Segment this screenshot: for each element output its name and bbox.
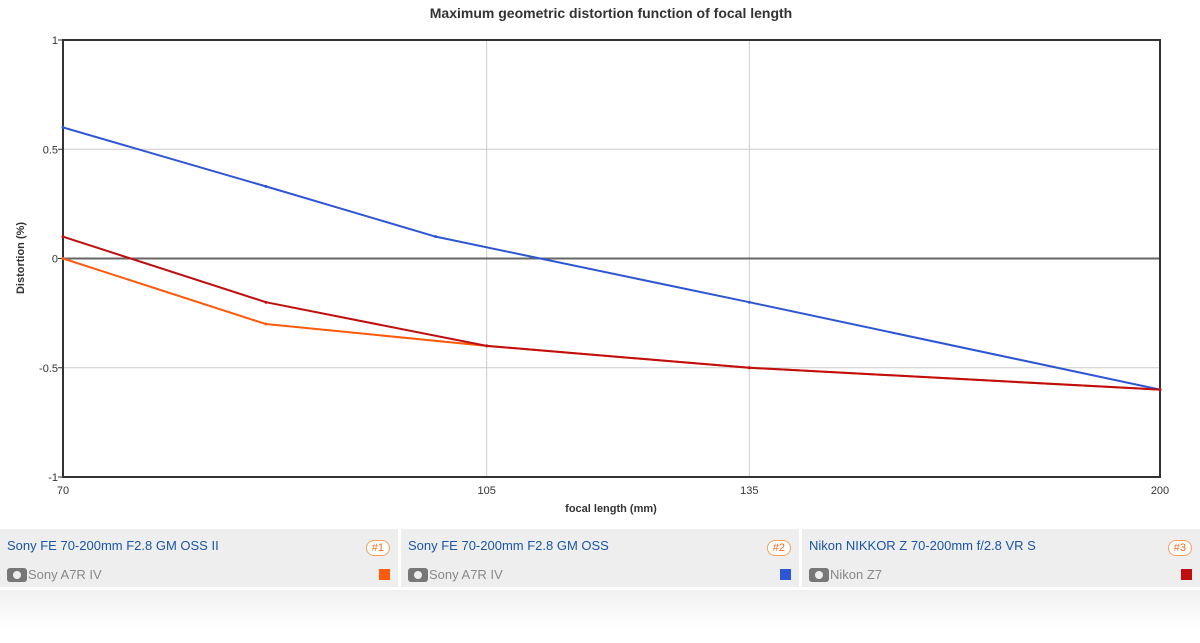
camera-icon <box>408 567 428 582</box>
legend-card-1[interactable]: Sony FE 70-200mm F2.8 GM OSS II #1 Sony … <box>0 529 398 587</box>
y-tick-label: -1 <box>48 472 58 484</box>
y-tick-label: 1 <box>52 35 58 47</box>
rank-badge: #2 <box>766 540 791 556</box>
series-line-1 <box>62 257 1161 391</box>
legend: Sony FE 70-200mm F2.8 GM OSS II #1 Sony … <box>0 529 1200 587</box>
color-swatch <box>780 569 791 580</box>
rank-badge: #3 <box>1167 540 1192 556</box>
chart-title: Maximum geometric distortion function of… <box>430 5 792 21</box>
y-tick-label: -0.5 <box>39 363 58 375</box>
camera-icon <box>7 567 27 582</box>
data-point <box>61 125 65 129</box>
data-point <box>61 235 65 239</box>
color-swatch <box>379 569 390 580</box>
x-tick-label: 135 <box>740 485 758 497</box>
x-tick-label: 105 <box>478 485 496 497</box>
color-swatch <box>1181 569 1192 580</box>
camera-name: Sony A7R IV <box>429 567 503 582</box>
distortion-chart: Maximum geometric distortion function of… <box>15 5 1169 515</box>
data-point <box>61 257 65 260</box>
data-point <box>264 300 268 304</box>
lens-name[interactable]: Sony FE 70-200mm F2.8 GM OSS II <box>7 538 219 553</box>
data-point <box>264 184 268 188</box>
data-point <box>747 366 751 370</box>
data-point <box>485 344 489 348</box>
y-tick-label: 0 <box>52 254 58 266</box>
data-point <box>434 235 438 239</box>
lens-name[interactable]: Nikon NIKKOR Z 70-200mm f/2.8 VR S <box>809 538 1036 553</box>
camera-name: Nikon Z7 <box>830 567 883 582</box>
data-point <box>264 322 268 326</box>
legend-card-2[interactable]: Sony FE 70-200mm F2.8 GM OSS #2 Sony A7R… <box>401 529 799 587</box>
series-line-3 <box>62 235 1161 391</box>
camera-icon <box>809 567 829 582</box>
legend-card-3[interactable]: Nikon NIKKOR Z 70-200mm f/2.8 VR S #3 Ni… <box>802 529 1200 587</box>
x-tick-label: 200 <box>1151 485 1169 497</box>
lens-name[interactable]: Sony FE 70-200mm F2.8 GM OSS <box>408 538 609 553</box>
camera-name: Sony A7R IV <box>28 567 102 582</box>
y-tick-label: 0.5 <box>43 144 58 156</box>
footer-shadow <box>0 590 1200 630</box>
rank-badge: #1 <box>365 540 390 556</box>
data-point <box>1158 388 1162 392</box>
data-point <box>747 300 751 304</box>
x-tick-label: 70 <box>57 485 69 497</box>
x-axis-label: focal length (mm) <box>565 503 657 515</box>
y-axis-label: Distortion (%) <box>15 222 27 294</box>
